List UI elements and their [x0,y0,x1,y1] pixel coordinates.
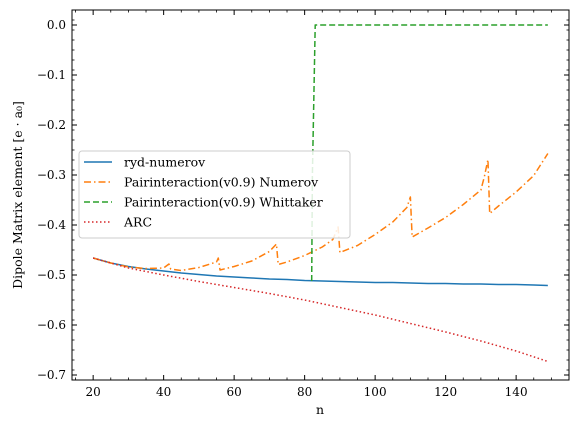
x-tick-label: 120 [434,385,457,399]
x-tick-label: 100 [364,385,387,399]
y-tick-label: −0.5 [37,268,66,282]
x-axis-label: n [316,402,324,417]
x-tick-label: 140 [505,385,528,399]
series-line-2 [92,153,549,272]
y-tick-label: −0.2 [37,118,66,132]
y-tick-label: −0.3 [37,168,66,182]
tick-labels: 20 40 60 80 100 120 140 0.0 −0.1 −0.2 −0.3 −0.4 −0.5… [37,18,528,399]
y-tick-label: −0.4 [37,218,67,232]
legend: ryd-numerov Pairinteraction(v0.9) Numerov… [78,150,351,239]
x-tick-label: 60 [227,385,242,399]
y-tick-label: −0.6 [37,318,66,332]
legend-label-2: Pairinteraction(v0.9) Numerov [124,175,319,190]
series-line-3 [310,24,548,282]
series-line-1 [92,257,548,287]
y-tick-label: 0.0 [47,18,66,32]
legend-label-1: ryd-numerov [124,155,206,170]
legend-box [78,150,351,239]
x-tick-label: 20 [86,385,101,399]
plot-frame [71,9,570,381]
x-tick-label: 40 [156,385,171,399]
axis-ticks [72,9,570,381]
plot-lines [92,24,549,363]
legend-label-3: Pairinteraction(v0.9) Whittaker [124,195,323,210]
y-tick-label: −0.7 [37,368,66,382]
x-tick-label: 80 [297,385,312,399]
y-tick-label: −0.1 [37,68,66,82]
legend-label-4: ARC [123,215,152,230]
y-axis-label: Dipole Matrix element [e · a₀] [10,101,25,289]
